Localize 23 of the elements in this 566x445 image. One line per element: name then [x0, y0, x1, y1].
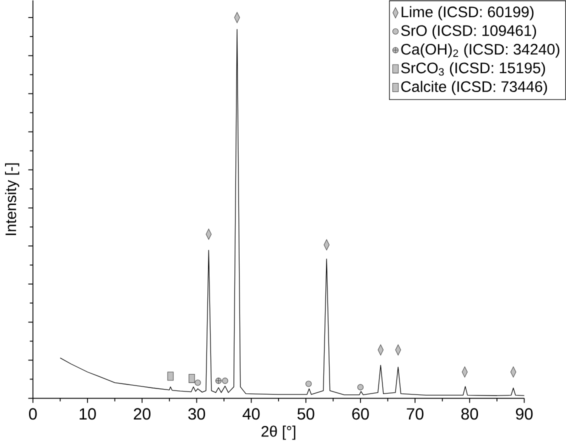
x-tick-label: 20 — [134, 408, 150, 420]
x-tick-label: 50 — [297, 408, 314, 420]
legend-label: SrO (ICSD: 109461) — [401, 24, 536, 40]
point — [306, 380, 312, 387]
legend-label: Lime (ICSD: 60199) — [402, 6, 534, 20]
x-tick-label: 60 — [352, 408, 369, 420]
legend-label: Ca(OH)$_{2}$ (ICSD: 34240) — [401, 44, 560, 58]
legend-label: Calcite (ICSD: 73446) — [401, 80, 547, 96]
x-tick-label: 90 — [516, 408, 533, 420]
x-tick-label: 40 — [242, 408, 260, 420]
x-tick-label: 0 — [29, 408, 37, 420]
point — [357, 384, 364, 390]
point — [194, 380, 201, 386]
point — [222, 378, 228, 384]
legend-label: SrCO$_{3}$ (ICSD: 15195) — [401, 62, 545, 76]
x-axis-title: 2θ [°] — [262, 426, 296, 440]
x-tick-label: 10 — [80, 408, 96, 420]
point — [167, 372, 174, 381]
x-tick-label: 70 — [406, 408, 424, 420]
x-tick-label: 30 — [188, 408, 206, 420]
x-tick-label: 80 — [461, 408, 478, 420]
y-axis-title: Intensity [-] — [5, 163, 20, 236]
point — [215, 378, 222, 384]
